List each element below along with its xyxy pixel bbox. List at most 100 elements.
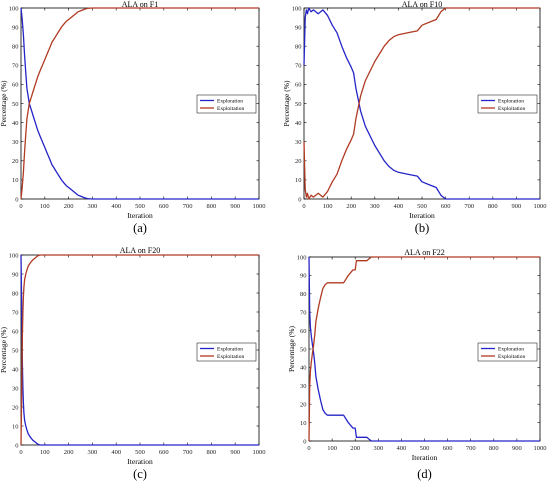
y-tick-label: 40: [295, 120, 302, 127]
x-tick-label: 0: [302, 203, 305, 210]
x-tick-label: 300: [373, 445, 383, 452]
legend-label-exploitation: Exploitation: [217, 106, 244, 112]
y-tick-label: 30: [12, 139, 19, 146]
y-tick-label: 10: [300, 420, 307, 427]
x-tick-label: 600: [443, 445, 453, 452]
legend-label-exploration: Exploration: [498, 347, 524, 353]
x-tick-label: 200: [346, 203, 356, 210]
panel-label: (d): [417, 467, 432, 481]
series-line-exploration: [20, 7, 259, 200]
chart-title: ALA on F1: [122, 0, 158, 9]
x-tick-label: 900: [512, 203, 522, 210]
y-tick-label: 100: [9, 5, 19, 12]
panel-label: (c): [133, 467, 147, 481]
legend-label-exploration: Exploration: [217, 347, 243, 353]
panel-label: (b): [415, 221, 430, 235]
x-tick-label: 400: [111, 203, 121, 210]
series-line-exploitation: [20, 254, 259, 446]
y-tick-label: 50: [12, 347, 19, 354]
y-tick-label: 50: [295, 101, 302, 108]
y-tick-label: 0: [15, 196, 18, 203]
y-tick-label: 60: [300, 328, 307, 335]
y-tick-label: 10: [295, 177, 302, 184]
y-tick-label: 50: [300, 346, 307, 353]
x-axis-label: Iteration: [412, 453, 438, 462]
y-tick-label: 100: [297, 254, 307, 261]
y-tick-label: 60: [295, 82, 302, 89]
y-tick-label: 20: [12, 404, 19, 411]
x-tick-label: 100: [40, 449, 50, 456]
y-tick-label: 40: [300, 365, 307, 372]
legend-label-exploitation: Exploitation: [498, 106, 525, 112]
legend-label-exploitation: Exploitation: [498, 354, 525, 360]
y-tick-label: 80: [12, 290, 19, 297]
x-tick-label: 1000: [253, 203, 266, 210]
y-tick-label: 60: [12, 82, 19, 89]
x-tick-label: 800: [488, 203, 498, 210]
x-axis-label: Iteration: [409, 211, 435, 220]
x-axis-label: Iteration: [127, 457, 153, 466]
y-tick-label: 80: [12, 44, 19, 51]
x-tick-label: 400: [111, 449, 121, 456]
y-tick-label: 20: [295, 158, 302, 165]
x-tick-label: 500: [135, 203, 145, 210]
x-tick-label: 100: [323, 203, 333, 210]
x-tick-label: 0: [307, 445, 310, 452]
y-tick-label: 70: [12, 63, 19, 70]
y-axis-label: Percentage (%): [282, 80, 291, 127]
y-tick-label: 100: [292, 5, 302, 12]
chart-title: ALA on F20: [120, 246, 160, 255]
y-tick-label: 40: [12, 366, 19, 373]
x-tick-label: 0: [19, 449, 22, 456]
y-tick-label: 0: [298, 196, 301, 203]
x-tick-label: 300: [370, 203, 380, 210]
y-tick-label: 80: [295, 44, 302, 51]
y-tick-label: 20: [300, 402, 307, 409]
x-tick-label: 1000: [534, 445, 547, 452]
y-tick-label: 20: [12, 158, 19, 165]
chart-title: ALA on F10: [402, 0, 442, 9]
y-tick-label: 40: [12, 120, 19, 127]
x-axis-label: Iteration: [127, 211, 153, 220]
y-tick-label: 50: [12, 101, 19, 108]
y-tick-label: 90: [12, 271, 19, 278]
x-tick-label: 500: [417, 203, 427, 210]
x-tick-label: 500: [135, 449, 145, 456]
x-tick-label: 500: [420, 445, 430, 452]
x-tick-label: 900: [230, 449, 240, 456]
series-line-exploitation: [303, 7, 540, 200]
series-line-exploration: [308, 256, 540, 442]
y-tick-label: 0: [303, 438, 306, 445]
y-tick-label: 80: [300, 291, 307, 298]
x-tick-label: 900: [230, 203, 240, 210]
x-tick-label: 200: [64, 203, 74, 210]
series-line-exploitation: [308, 256, 540, 442]
x-tick-label: 0: [19, 203, 22, 210]
y-tick-label: 90: [12, 24, 19, 31]
legend-label-exploration: Exploration: [217, 99, 243, 105]
x-tick-label: 400: [394, 203, 404, 210]
x-tick-label: 800: [207, 203, 217, 210]
x-tick-label: 400: [397, 445, 407, 452]
x-tick-label: 600: [159, 449, 169, 456]
x-tick-label: 200: [350, 445, 360, 452]
x-tick-label: 200: [64, 449, 74, 456]
x-tick-label: 700: [466, 445, 476, 452]
y-axis-label: Percentage (%): [0, 80, 8, 127]
y-tick-label: 90: [295, 24, 302, 31]
x-tick-label: 1000: [253, 449, 266, 456]
y-tick-label: 10: [12, 423, 19, 430]
x-tick-label: 800: [489, 445, 499, 452]
x-tick-label: 700: [183, 449, 193, 456]
x-tick-label: 800: [207, 449, 217, 456]
y-axis-label: Percentage (%): [0, 326, 8, 373]
y-tick-label: 70: [300, 310, 307, 317]
